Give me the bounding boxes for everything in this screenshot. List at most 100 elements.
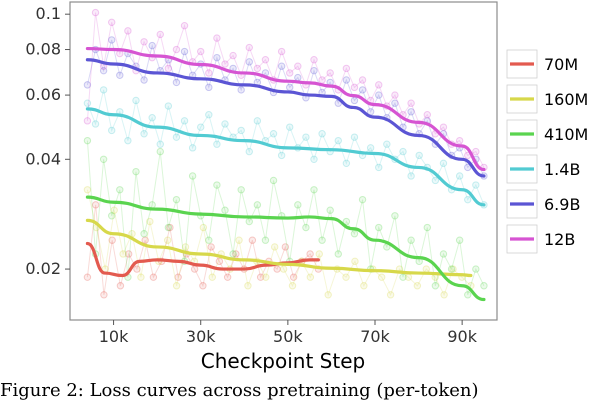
raw-point-6-9b — [407, 108, 415, 116]
raw-point-70m — [91, 201, 100, 209]
raw-point-1-4b — [221, 120, 229, 128]
raw-point-160m — [181, 243, 190, 251]
raw-point-12b — [455, 136, 464, 145]
raw-point-410m — [229, 250, 237, 258]
raw-point-1-4b — [334, 136, 342, 145]
x-tick-label: 10k — [99, 327, 129, 346]
series-line-410m — [85, 195, 486, 302]
raw-point-410m — [140, 230, 148, 238]
raw-point-12b — [286, 69, 294, 77]
raw-point-70m — [124, 250, 133, 258]
raw-point-160m — [315, 250, 323, 258]
raw-point-160m — [342, 273, 350, 281]
raw-point-12b — [213, 34, 221, 42]
raw-point-1-4b — [399, 147, 407, 156]
raw-point-410m — [108, 212, 116, 220]
smoothed-lines-layer — [85, 46, 486, 302]
raw-point-410m — [245, 217, 253, 226]
raw-point-410m — [164, 223, 173, 232]
raw-point-1-4b — [172, 133, 181, 141]
raw-point-410m — [205, 236, 213, 244]
raw-point-160m — [279, 265, 288, 273]
raw-point-1-4b — [245, 147, 253, 156]
raw-point-410m — [399, 273, 407, 281]
raw-point-410m — [148, 201, 156, 209]
raw-point-70m — [281, 243, 290, 251]
raw-point-12b — [423, 111, 431, 119]
raw-point-160m — [244, 282, 252, 290]
y-tick-label: 0.1 — [36, 4, 61, 23]
legend-label-160m: 160M — [544, 90, 588, 109]
raw-point-12b — [245, 43, 253, 52]
raw-point-70m — [223, 273, 232, 281]
raw-point-70m — [232, 250, 240, 258]
raw-point-70m — [256, 273, 265, 281]
raw-point-1-4b — [91, 120, 100, 128]
raw-point-410m — [83, 136, 92, 145]
raw-point-410m — [464, 291, 472, 299]
raw-point-410m — [310, 186, 318, 194]
legend-label-410m: 410M — [544, 125, 588, 144]
raw-point-6-9b — [108, 36, 116, 44]
raw-point-410m — [407, 236, 415, 244]
raw-point-1-4b — [342, 159, 351, 168]
series-line-12b — [85, 46, 486, 172]
raw-point-12b — [277, 47, 286, 56]
raw-point-160m — [208, 273, 216, 281]
raw-point-12b — [472, 147, 480, 156]
raw-point-70m — [215, 257, 224, 266]
raw-point-410m — [213, 181, 221, 189]
raw-point-160m — [83, 186, 92, 194]
raw-point-1-4b — [108, 126, 116, 135]
raw-point-410m — [253, 201, 262, 209]
raw-trace-12b — [86, 12, 485, 168]
raw-point-410m — [132, 167, 140, 176]
raw-point-1-4b — [310, 155, 318, 163]
raw-point-410m — [116, 186, 124, 194]
raw-point-70m — [108, 236, 116, 244]
y-tick-label: 0.02 — [25, 259, 61, 278]
series-line-6-9b — [85, 58, 486, 178]
raw-point-12b — [197, 47, 205, 56]
raw-point-1-4b — [197, 123, 205, 131]
raw-point-410m — [237, 186, 245, 194]
raw-trace-6-9b — [86, 39, 485, 177]
raw-point-1-4b — [99, 86, 108, 94]
raw-point-1-4b — [237, 126, 245, 135]
raw-point-12b — [205, 69, 213, 77]
raw-point-1-4b — [180, 117, 189, 125]
raw-point-1-4b — [302, 133, 310, 141]
raw-point-410m — [439, 250, 448, 258]
raw-point-410m — [358, 195, 367, 204]
raw-point-410m — [375, 223, 383, 232]
raw-point-1-4b — [213, 140, 221, 148]
raw-point-1-4b — [124, 136, 132, 145]
raw-point-6-9b — [172, 78, 181, 87]
raw-point-70m — [149, 273, 158, 281]
checkpoint-loss-chart: 0.02 0.04 0.06 0.08 0.1 10k 30k 50k 70k 90k Check… — [25, 1, 588, 373]
raw-point-12b — [342, 64, 351, 73]
raw-point-12b — [83, 117, 92, 125]
raw-point-70m — [116, 282, 125, 290]
legend: 70M 160M 410M 1.4B 6.9B 12B — [506, 49, 588, 254]
raw-point-160m — [262, 273, 270, 281]
raw-point-410m — [269, 176, 278, 185]
raw-point-1-4b — [140, 130, 148, 138]
raw-point-1-4b — [286, 123, 294, 131]
raw-point-70m — [199, 282, 207, 290]
axes: 0.02 0.04 0.06 0.08 0.1 10k 30k 50k 70k 90k — [25, 4, 477, 346]
raw-point-12b — [180, 21, 189, 30]
raw-point-1-4b — [375, 163, 383, 172]
raw-point-160m — [449, 265, 457, 273]
raw-point-12b — [350, 83, 359, 92]
raw-point-1-4b — [455, 172, 464, 180]
raw-point-410m — [318, 236, 326, 244]
raw-point-70m — [133, 265, 141, 273]
raw-point-160m — [235, 236, 243, 244]
x-tick-label: 90k — [447, 327, 477, 346]
raw-point-6-9b — [342, 76, 351, 84]
raw-point-160m — [137, 273, 145, 281]
raw-point-6-9b — [205, 83, 213, 92]
raw-point-12b — [124, 27, 132, 35]
raw-point-70m — [83, 273, 92, 281]
